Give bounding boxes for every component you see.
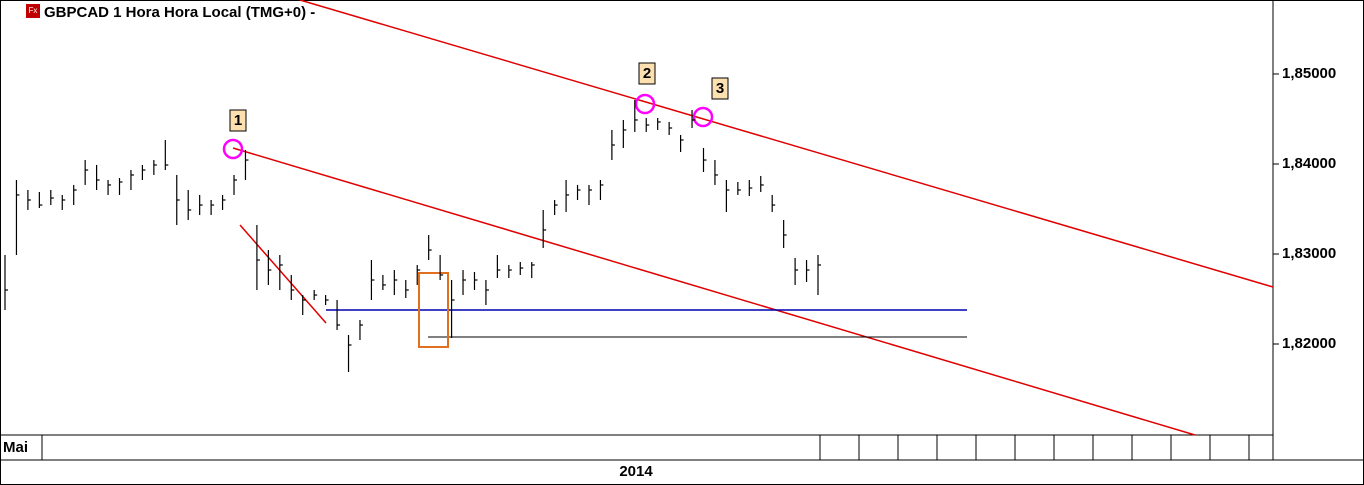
- y-tick-label: 1,82000: [1282, 335, 1336, 352]
- annotation-label: 2: [643, 65, 651, 82]
- annotation-box: [711, 77, 729, 100]
- channel-line: [232, 147, 1196, 436]
- annotation-label: 3: [716, 80, 724, 97]
- marker-circle: [634, 93, 656, 115]
- y-tick-label: 1,84000: [1282, 155, 1336, 172]
- trend-line: [239, 224, 327, 324]
- highlight-box: [418, 272, 449, 348]
- marker-circle: [692, 106, 714, 128]
- annotation-box: [229, 109, 247, 132]
- annotation-box: [638, 62, 656, 85]
- x-label: Mai: [3, 439, 28, 456]
- time-cells: [819, 435, 1250, 460]
- drawings: [222, 0, 1274, 436]
- x-label: 2014: [619, 463, 653, 480]
- marker-circle: [222, 138, 244, 160]
- y-tick-label: 1,85000: [1282, 65, 1336, 82]
- icon: [26, 4, 40, 18]
- y-tick-label: 1,83000: [1282, 245, 1336, 262]
- icon-label: Fx: [29, 6, 38, 15]
- chart-title: GBPCAD 1 Hora Hora Local (TMG+0) -: [44, 4, 315, 21]
- annotation-label: 1: [234, 112, 242, 129]
- channel-line: [299, 0, 1274, 288]
